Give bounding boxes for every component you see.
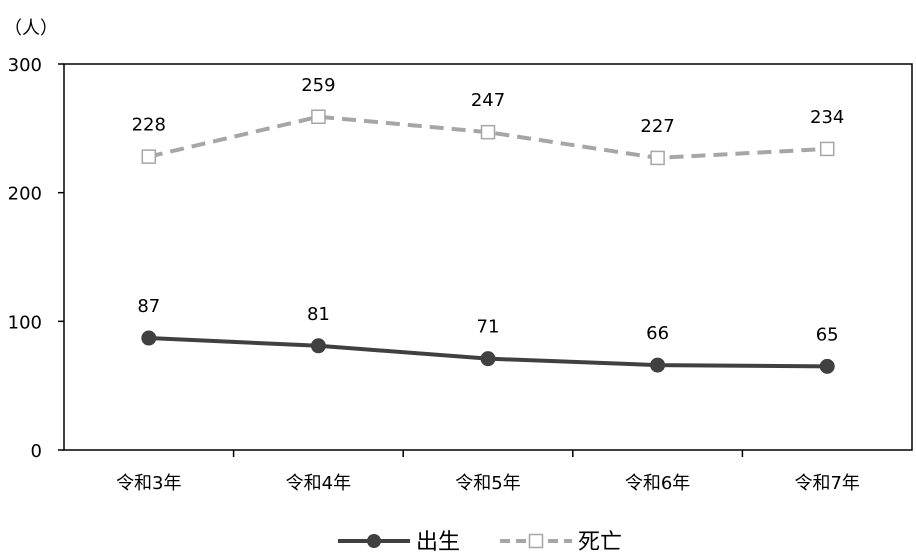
legend-marker-1 [367,534,381,548]
x-tick-label: 令和5年 [455,473,520,494]
data-point [310,338,326,354]
series-line-2 [148,114,828,160]
data-label: 81 [307,304,330,325]
legend-label-1: 出生 [416,530,460,552]
data-label: 228 [132,115,166,136]
x-tick-label: 令和4年 [286,473,351,494]
data-point [480,351,496,367]
data-label: 65 [816,324,839,345]
plot-border [63,63,913,451]
y-tick-label: 200 [8,184,42,205]
data-label: 227 [640,116,674,137]
x-tick-label: 令和7年 [794,473,859,494]
data-point [141,149,157,164]
data-label: 87 [137,296,160,317]
y-tick-label: 100 [8,312,42,333]
data-label: 71 [477,317,500,338]
data-label: 259 [301,75,335,96]
data-point [650,357,666,373]
data-label: 234 [810,107,844,128]
data-point [311,109,326,125]
x-tick-label: 令和3年 [116,473,181,494]
data-point [141,330,157,346]
data-point [480,124,496,140]
y-tick-label: 0 [31,441,42,462]
y-tick-label: 300 [8,55,42,76]
y-axis-unit-label: （人） [4,18,58,39]
plot-area: 0 100 200 300 令和3年 令和4年 令和5年 令和6年 令和7年 87 81 71 66 65… [8,55,913,494]
data-point [819,141,835,157]
legend-marker-2 [528,533,544,549]
legend-label-2: 死亡 [578,530,622,552]
data-label: 66 [646,323,669,344]
legend: 出生 死亡 [338,530,622,552]
data-point [819,358,835,374]
x-tick-label: 令和6年 [625,473,690,494]
data-label: 247 [471,90,505,111]
data-point [650,150,665,166]
